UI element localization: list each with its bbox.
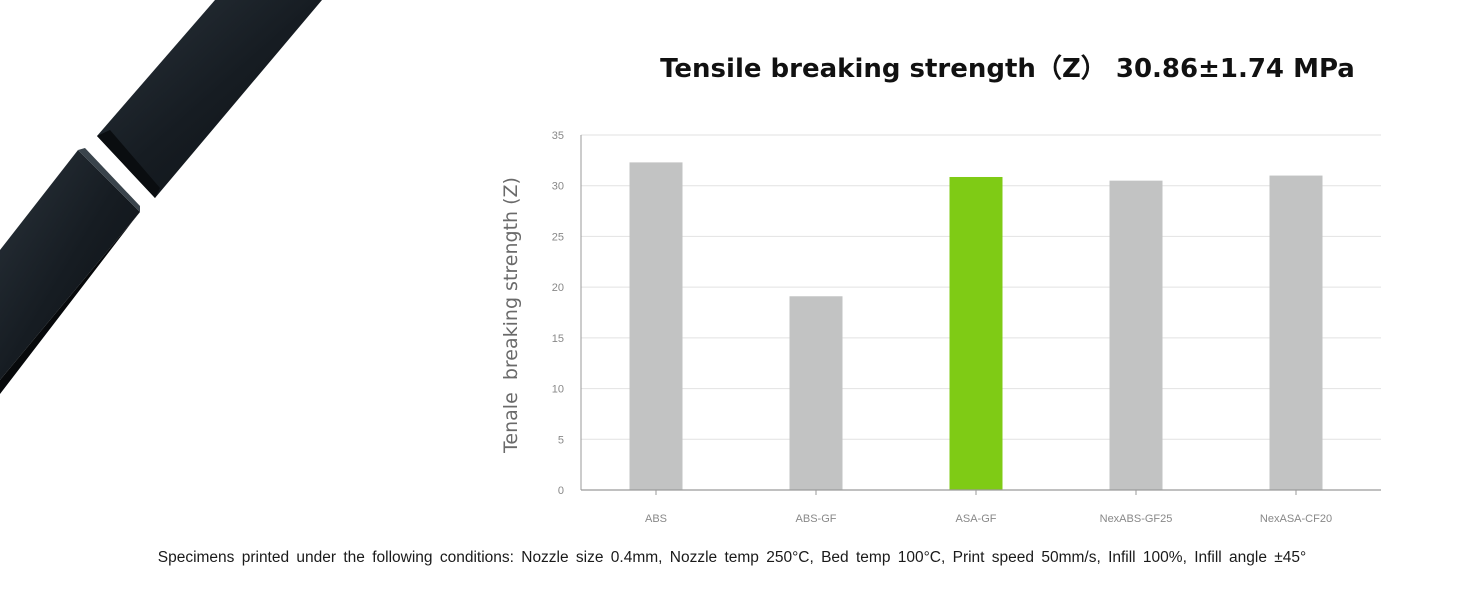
bar-abs-gf xyxy=(789,296,843,490)
x-tick-label: NexABS-GF25 xyxy=(1100,513,1173,525)
y-tick-label: 15 xyxy=(552,333,564,345)
y-tick-label: 0 xyxy=(558,485,564,497)
bar-nexabs-gf25 xyxy=(1109,180,1163,490)
bar-nexasa-cf20 xyxy=(1269,175,1323,491)
y-tick-label: 25 xyxy=(552,231,564,243)
y-tick-labels: 0 5 10 15 20 25 30 35 xyxy=(552,130,564,497)
bar-asa-gf xyxy=(949,176,1003,490)
test-conditions-footnote: Specimens printed under the following co… xyxy=(157,549,1307,566)
x-tick-label: ASA-GF xyxy=(956,513,997,525)
x-tick-labels: ABS ABS-GF ASA-GF NexABS-GF25 NexASA-CF20 xyxy=(645,490,1332,525)
y-tick-label: 20 xyxy=(552,282,564,294)
y-tick-label: 5 xyxy=(558,434,564,446)
y-tick-label: 30 xyxy=(552,181,564,193)
x-tick-label: NexASA-CF20 xyxy=(1260,513,1332,525)
x-tick-label: ABS-GF xyxy=(796,513,837,525)
bars xyxy=(629,162,1323,491)
y-axis-label: Tenale breaking strength (Z) xyxy=(500,177,522,454)
chart-title: Tensile breaking strength（Z） 30.86±1.74 … xyxy=(660,54,1355,84)
x-tick-label: ABS xyxy=(645,513,667,525)
bar-abs xyxy=(629,162,683,490)
broken-specimen-photo xyxy=(0,0,322,394)
y-tick-label: 35 xyxy=(552,130,564,142)
axes xyxy=(580,135,1381,491)
y-tick-label: 10 xyxy=(552,384,564,396)
